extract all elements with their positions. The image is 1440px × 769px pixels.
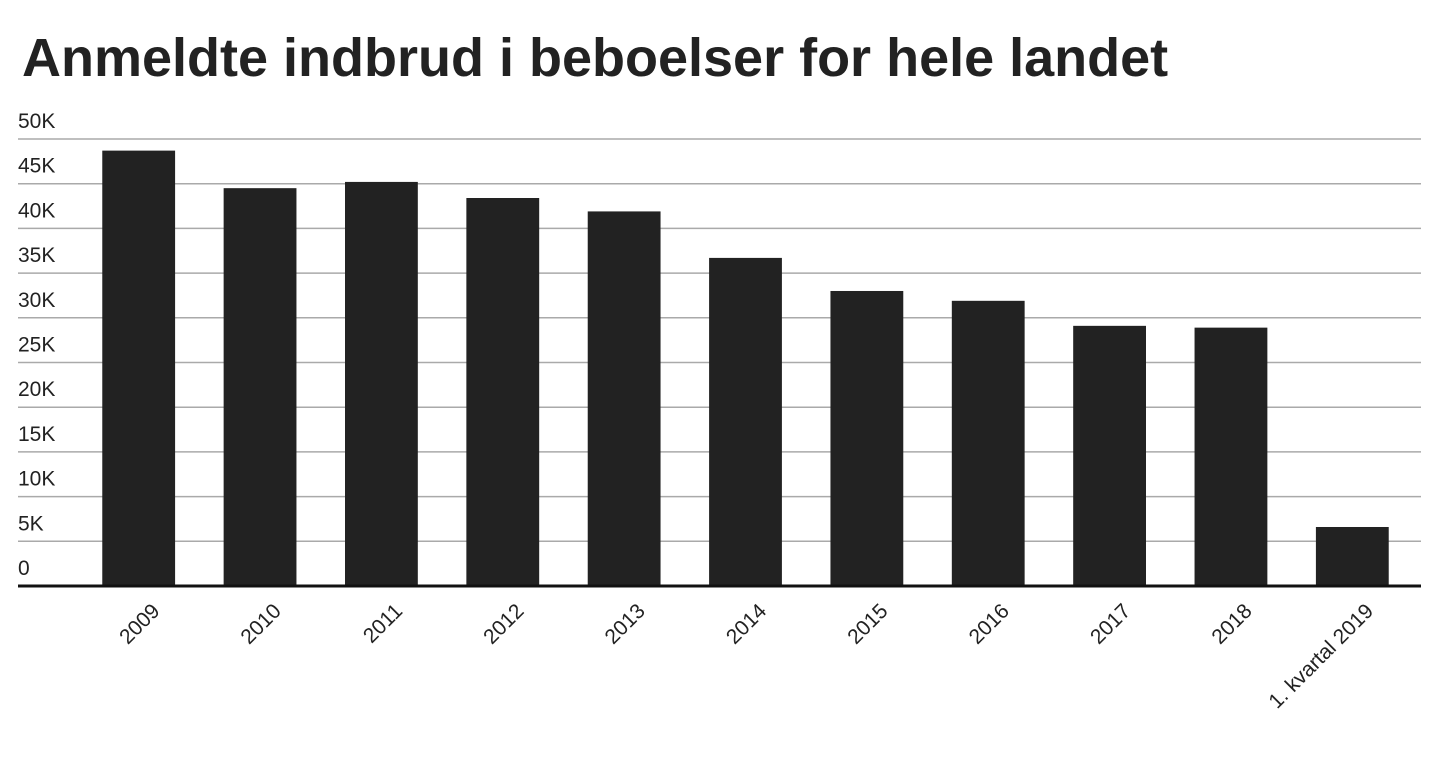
- x-tick-label: 2010: [236, 599, 285, 648]
- x-tick-label: 2015: [843, 599, 892, 648]
- y-tick-label: 30K: [18, 289, 55, 312]
- y-tick-label: 45K: [18, 155, 55, 178]
- x-tick-label: 2011: [359, 599, 407, 647]
- x-tick-label: 2017: [1086, 599, 1135, 648]
- x-tick-label: 2009: [115, 599, 164, 648]
- chart-title: Anmeldte indbrud i beboelser for hele la…: [22, 28, 1168, 88]
- y-tick-label: 15K: [18, 423, 55, 446]
- bar: [1194, 327, 1268, 586]
- y-tick-label: 40K: [18, 199, 55, 222]
- x-tick-label: 2018: [1207, 599, 1256, 648]
- y-tick-label: 0: [18, 557, 30, 580]
- bar: [1315, 526, 1389, 586]
- y-tick-label: 25K: [18, 334, 55, 357]
- y-tick-label: 50K: [18, 110, 55, 133]
- bar: [345, 181, 418, 587]
- y-tick-label: 35K: [18, 244, 55, 267]
- bar: [951, 300, 1025, 586]
- bar: [709, 257, 782, 586]
- x-tick-label: 1. kvartal 2019: [1264, 599, 1378, 713]
- y-tick-label: 10K: [18, 468, 55, 491]
- x-tick-label: 2013: [601, 599, 650, 648]
- x-tick-label: 2012: [479, 599, 528, 648]
- bar: [223, 188, 297, 587]
- bar: [102, 150, 176, 586]
- bar: [466, 198, 540, 586]
- bar: [830, 290, 904, 586]
- y-tick-label: 20K: [18, 378, 55, 401]
- x-tick-label: 2014: [722, 599, 772, 649]
- y-tick-label: 5K: [18, 512, 44, 535]
- x-tick-label: 2016: [965, 599, 1014, 648]
- bar: [587, 211, 661, 586]
- bar: [1073, 325, 1146, 586]
